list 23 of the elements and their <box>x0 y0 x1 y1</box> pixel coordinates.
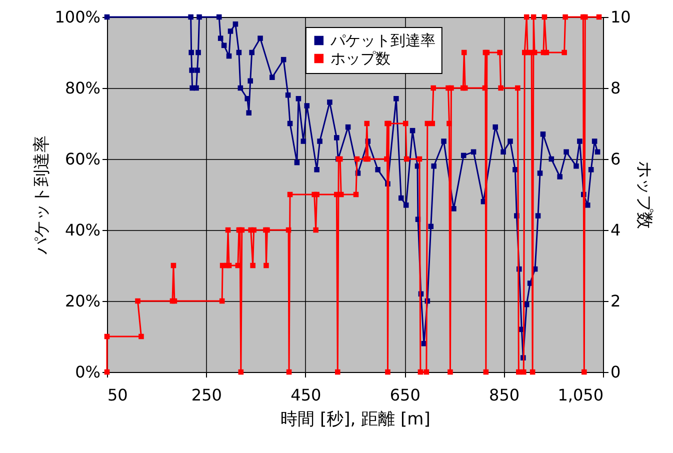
legend-label: パケット到達率 <box>329 32 436 50</box>
legend-label: ホップ数 <box>330 50 390 68</box>
y2-tick-label: 10 <box>610 8 631 26</box>
y2-tick-label: 2 <box>610 292 621 310</box>
y-tick-label: 0% <box>75 362 100 382</box>
y2-axis-title: ホップ数 <box>634 161 654 229</box>
x-tick-label: 850 <box>489 386 520 404</box>
x-tick-label: 650 <box>390 386 420 404</box>
y-tick-label: 40% <box>64 220 100 240</box>
y-axis-title: パケット到達率 <box>32 136 52 256</box>
x-axis-title: 時間 [秒], 距離 [m] <box>280 410 430 430</box>
y-tick-label: 100% <box>54 8 100 26</box>
x-tick-label: 1,050 <box>558 386 604 404</box>
y-tick-label: 20% <box>64 292 100 310</box>
y2-tick-label: 6 <box>610 150 621 168</box>
y2-tick-label: 8 <box>610 78 621 98</box>
y-tick-label: 60% <box>64 150 100 168</box>
x-tick-label: 450 <box>290 386 322 404</box>
y-tick-label: 80% <box>64 78 100 98</box>
x-tick-label: 250 <box>191 386 222 404</box>
y2-tick-label: 4 <box>610 220 621 240</box>
x-tick-label: 50 <box>108 386 128 404</box>
y2-tick-label: 0 <box>610 362 621 382</box>
